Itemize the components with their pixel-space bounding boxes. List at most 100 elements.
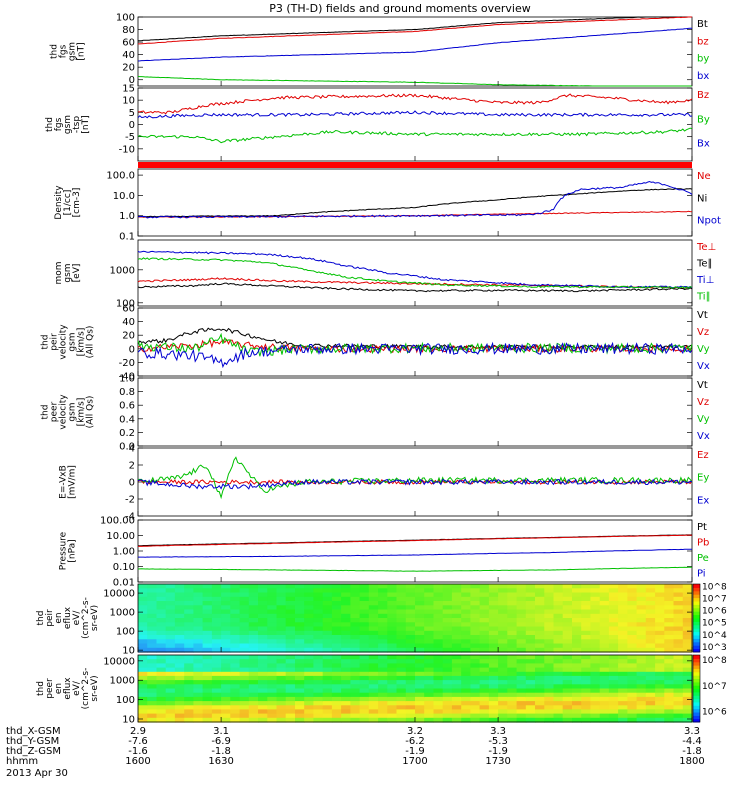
spectrogram-cell	[424, 596, 434, 602]
spectrogram-cell	[396, 630, 407, 636]
spectrogram-cell	[258, 663, 268, 669]
spectrogram-cell	[230, 618, 241, 623]
spectrogram-cell	[378, 605, 388, 611]
spectrogram-cell	[433, 671, 444, 677]
spectrogram-cell	[442, 630, 453, 636]
spectrogram-cell	[488, 709, 499, 715]
spectrogram-cell	[645, 713, 656, 719]
spectrogram-cell	[433, 601, 444, 606]
panel-frame	[137, 87, 693, 162]
spectrogram-cell	[516, 588, 527, 594]
spectrogram-cell	[470, 643, 481, 649]
spectrogram-cell	[304, 713, 314, 719]
spectrogram-cell	[193, 675, 204, 681]
spectrogram-cell	[655, 584, 665, 589]
spectrogram-cell	[608, 688, 619, 694]
spectrogram-cell	[174, 630, 185, 636]
spectrogram-cell	[138, 592, 148, 598]
spectrogram-cell	[525, 609, 536, 615]
y-tick-label: 20	[122, 331, 135, 342]
spectrogram-cell	[285, 647, 296, 653]
spectrogram-cell	[193, 680, 204, 685]
spectrogram-cell	[138, 667, 148, 673]
spectrogram-cell	[304, 635, 314, 640]
spectrogram-cell	[184, 659, 194, 664]
spectrogram-cell	[581, 671, 591, 677]
spectrogram-cell	[590, 647, 601, 653]
spectrogram-cell	[405, 605, 416, 611]
spectrogram-cell	[285, 655, 296, 660]
spectrogram-cell	[322, 655, 333, 660]
spectrogram-cell	[415, 596, 425, 602]
spectrogram-cell	[479, 663, 490, 669]
spectrogram-cell	[138, 675, 148, 681]
spectrogram-cell	[258, 684, 268, 690]
spectrogram-cell	[627, 659, 638, 664]
spectrogram-cell	[470, 692, 481, 698]
spectrogram-cell	[184, 613, 194, 619]
y-axis-label: peir	[50, 333, 60, 351]
spectrogram-cell	[359, 609, 370, 615]
spectrogram-cell	[461, 584, 471, 589]
spectrogram-cell	[276, 601, 287, 606]
spectrogram-cell	[664, 675, 675, 681]
spectrogram-cell	[618, 618, 628, 623]
spectrogram-cell	[184, 709, 194, 715]
spectrogram-cell	[313, 626, 324, 632]
spectrogram-cell	[498, 647, 508, 653]
spectrogram-cell	[470, 626, 481, 632]
spectrogram-cell	[424, 601, 434, 606]
spectrogram-cell	[581, 647, 591, 653]
spectrogram-cell	[581, 588, 591, 594]
spectrogram-cell	[535, 618, 545, 623]
spectrogram-cell	[673, 709, 684, 715]
spectrogram-cell	[553, 618, 564, 623]
spectrogram-cell	[322, 601, 333, 606]
spectrogram-cell	[341, 692, 351, 698]
spectrogram-cell	[258, 655, 268, 660]
spectrogram-cell	[479, 675, 490, 681]
spectrogram-cell	[525, 717, 536, 723]
spectrogram-cell	[396, 709, 407, 715]
spectrogram-cell	[285, 688, 296, 694]
spectrogram-cell	[535, 613, 545, 619]
y-axis-label: gsm	[68, 332, 78, 351]
spectrogram-cell	[174, 655, 185, 660]
spectrogram-cell	[415, 643, 425, 649]
spectrogram-cell	[138, 692, 148, 698]
spectrogram-cell	[461, 680, 471, 685]
spectrogram-cell	[599, 618, 610, 623]
ephemeris-label: thd_X-GSM	[6, 726, 61, 737]
spectrogram-cell	[442, 618, 453, 623]
spectrogram-cell	[424, 696, 434, 702]
colorbar-segment	[693, 645, 700, 650]
spectrogram-cell	[673, 696, 684, 702]
spectrogram-cell	[618, 680, 628, 685]
spectrogram-cell	[470, 680, 481, 685]
spectrogram-cell	[581, 655, 591, 660]
spectrogram-cell	[184, 663, 194, 669]
spectrogram-cell	[424, 630, 434, 636]
spectrogram-cell	[488, 659, 499, 664]
spectrogram-cell	[174, 596, 185, 602]
series-line-Pe	[137, 566, 693, 572]
spectrogram-cell	[682, 630, 693, 636]
spectrogram-cell	[581, 605, 591, 611]
spectrogram-cell	[405, 717, 416, 723]
spectrogram-cell	[636, 655, 647, 660]
spectrogram-cell	[147, 647, 157, 653]
spectrogram-cell	[470, 635, 481, 640]
spectrogram-cell	[276, 643, 287, 649]
spectrogram-cell	[498, 709, 508, 715]
spectrogram-cell	[618, 584, 628, 589]
spectrogram-cell	[341, 675, 351, 681]
spectrogram-cell	[553, 663, 564, 669]
spectrogram-cell	[350, 592, 361, 598]
spectrogram-cell	[535, 671, 545, 677]
spectrogram-cell	[322, 622, 333, 628]
spectrogram-cell	[239, 584, 250, 589]
spectrogram-cell	[451, 680, 462, 685]
spectrogram-cell	[304, 659, 314, 664]
spectrogram-cell	[655, 643, 665, 649]
y-tick-label: 100	[116, 298, 135, 309]
